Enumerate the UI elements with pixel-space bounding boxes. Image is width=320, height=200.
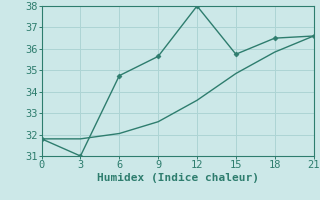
X-axis label: Humidex (Indice chaleur): Humidex (Indice chaleur) [97,173,259,183]
